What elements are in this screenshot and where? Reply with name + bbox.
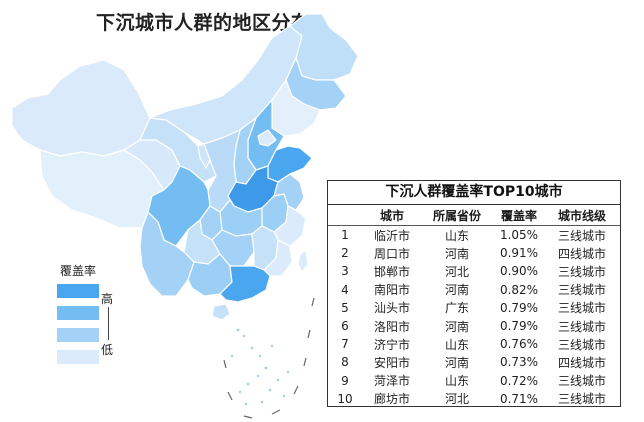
header-province: 所属省份	[432, 208, 481, 223]
table-title: 下沉人群覆盖率TOP10城市	[328, 181, 620, 205]
region-taiwan	[297, 249, 309, 273]
cell-province: 河南	[444, 355, 469, 370]
cell-rank: 5	[341, 300, 349, 315]
header-tier: 城市线级	[557, 208, 606, 223]
cell-rank: 7	[341, 337, 349, 352]
cell-province: 山东	[444, 228, 469, 243]
region-yunnan	[139, 211, 195, 297]
cell-province: 河南	[444, 319, 469, 334]
cell-tier: 四线城市	[557, 246, 606, 261]
table-row: 8 安阳市 河南 0.73% 四线城市	[328, 353, 620, 371]
cell-tier: 三线城市	[557, 228, 606, 243]
top10-table: 下沉人群覆盖率TOP10城市 城市 所属省份 覆盖率 城市线级 1 临沂市 山东 1.…	[327, 180, 621, 407]
cell-city: 邯郸市	[373, 264, 410, 279]
cell-city: 廊坊市	[373, 392, 410, 407]
cell-province: 河南	[444, 246, 469, 261]
cell-rank: 4	[341, 282, 349, 297]
table-row: 7 济宁市 山东 0.76% 三线城市	[328, 335, 620, 353]
cell-tier: 四线城市	[557, 355, 606, 370]
cell-tier: 三线城市	[557, 392, 606, 407]
table-row: 1 临沂市 山东 1.05% 三线城市	[328, 226, 620, 244]
cell-province: 广东	[444, 301, 469, 316]
cell-coverage: 0.71%	[499, 391, 539, 406]
cell-city: 汕头市	[373, 301, 410, 316]
cell-city: 周口市	[373, 246, 410, 261]
cell-coverage: 0.79%	[499, 300, 539, 315]
cell-coverage: 0.79%	[499, 319, 539, 334]
cell-coverage: 1.05%	[499, 228, 539, 243]
cell-tier: 三线城市	[557, 283, 606, 298]
legend-title: 覆盖率	[60, 264, 97, 278]
region-beijing-tianjin	[257, 129, 277, 147]
table-row: 2 周口市 河南 0.91% 四线城市	[328, 244, 620, 262]
nine-dash-line	[223, 297, 315, 419]
legend-high-label: 高	[101, 292, 114, 306]
table-body: 1 临沂市 山东 1.05% 三线城市 2 周口市 河南 0.91% 四线城市 3 邯郸市 河北 0.90…	[328, 226, 620, 408]
table-row: 10 廊坊市 河北 0.71% 三线城市	[328, 390, 620, 408]
header-coverage: 覆盖率	[500, 208, 537, 223]
cell-rank: 6	[341, 319, 349, 334]
cell-province: 山东	[444, 374, 469, 389]
cell-city: 菏泽市	[373, 374, 410, 389]
cell-province: 河北	[444, 392, 469, 407]
table-row: 9 菏泽市 山东 0.72% 三线城市	[328, 372, 620, 390]
region-guangdong	[219, 265, 271, 303]
cell-rank: 2	[341, 246, 349, 261]
cell-tier: 三线城市	[557, 264, 606, 279]
legend-swatch-high	[57, 306, 99, 320]
region-ningxia	[197, 143, 211, 169]
table-row: 6 洛阳市 河南 0.79% 三线城市	[328, 317, 620, 335]
cell-province: 河南	[444, 283, 469, 298]
legend-swatch-medium	[57, 328, 99, 342]
cell-city: 临沂市	[373, 228, 410, 243]
region-xinjiang	[11, 59, 151, 157]
cell-tier: 三线城市	[557, 319, 606, 334]
cell-coverage: 0.90%	[499, 264, 539, 279]
cell-rank: 10	[337, 391, 353, 406]
cell-city: 济宁市	[373, 337, 410, 352]
cell-coverage: 0.72%	[499, 373, 539, 388]
table-row: 3 邯郸市 河北 0.90% 三线城市	[328, 262, 620, 280]
cell-tier: 三线城市	[557, 301, 606, 316]
cell-tier: 三线城市	[557, 374, 606, 389]
table-row: 4 南阳市 河南 0.82% 三线城市	[328, 281, 620, 299]
cell-coverage: 0.91%	[499, 246, 539, 261]
region-hainan	[211, 303, 231, 321]
cell-coverage: 0.82%	[499, 282, 539, 297]
cell-province: 河北	[444, 264, 469, 279]
cell-tier: 三线城市	[557, 337, 606, 352]
table-row: 5 汕头市 广东 0.79% 三线城市	[328, 299, 620, 317]
cell-coverage: 0.76%	[499, 337, 539, 352]
cell-rank: 8	[341, 355, 349, 370]
legend-swatch-highest	[57, 284, 99, 298]
cell-rank: 9	[341, 373, 349, 388]
cell-rank: 1	[341, 228, 349, 243]
legend-low-label: 低	[101, 343, 114, 357]
cell-city: 洛阳市	[373, 319, 410, 334]
header-city: 城市	[379, 208, 404, 223]
south-china-sea-islands	[230, 328, 290, 406]
chart-title: 下沉城市人群的地区分布	[96, 12, 311, 34]
legend-scale-line	[108, 307, 109, 340]
table-header-row: 城市 所属省份 覆盖率 城市线级	[328, 205, 620, 226]
cell-city: 南阳市	[373, 283, 410, 298]
cell-coverage: 0.73%	[499, 355, 539, 370]
cell-rank: 3	[341, 264, 349, 279]
cell-province: 山东	[444, 337, 469, 352]
legend-swatch-low	[57, 350, 99, 364]
cell-city: 安阳市	[373, 355, 410, 370]
